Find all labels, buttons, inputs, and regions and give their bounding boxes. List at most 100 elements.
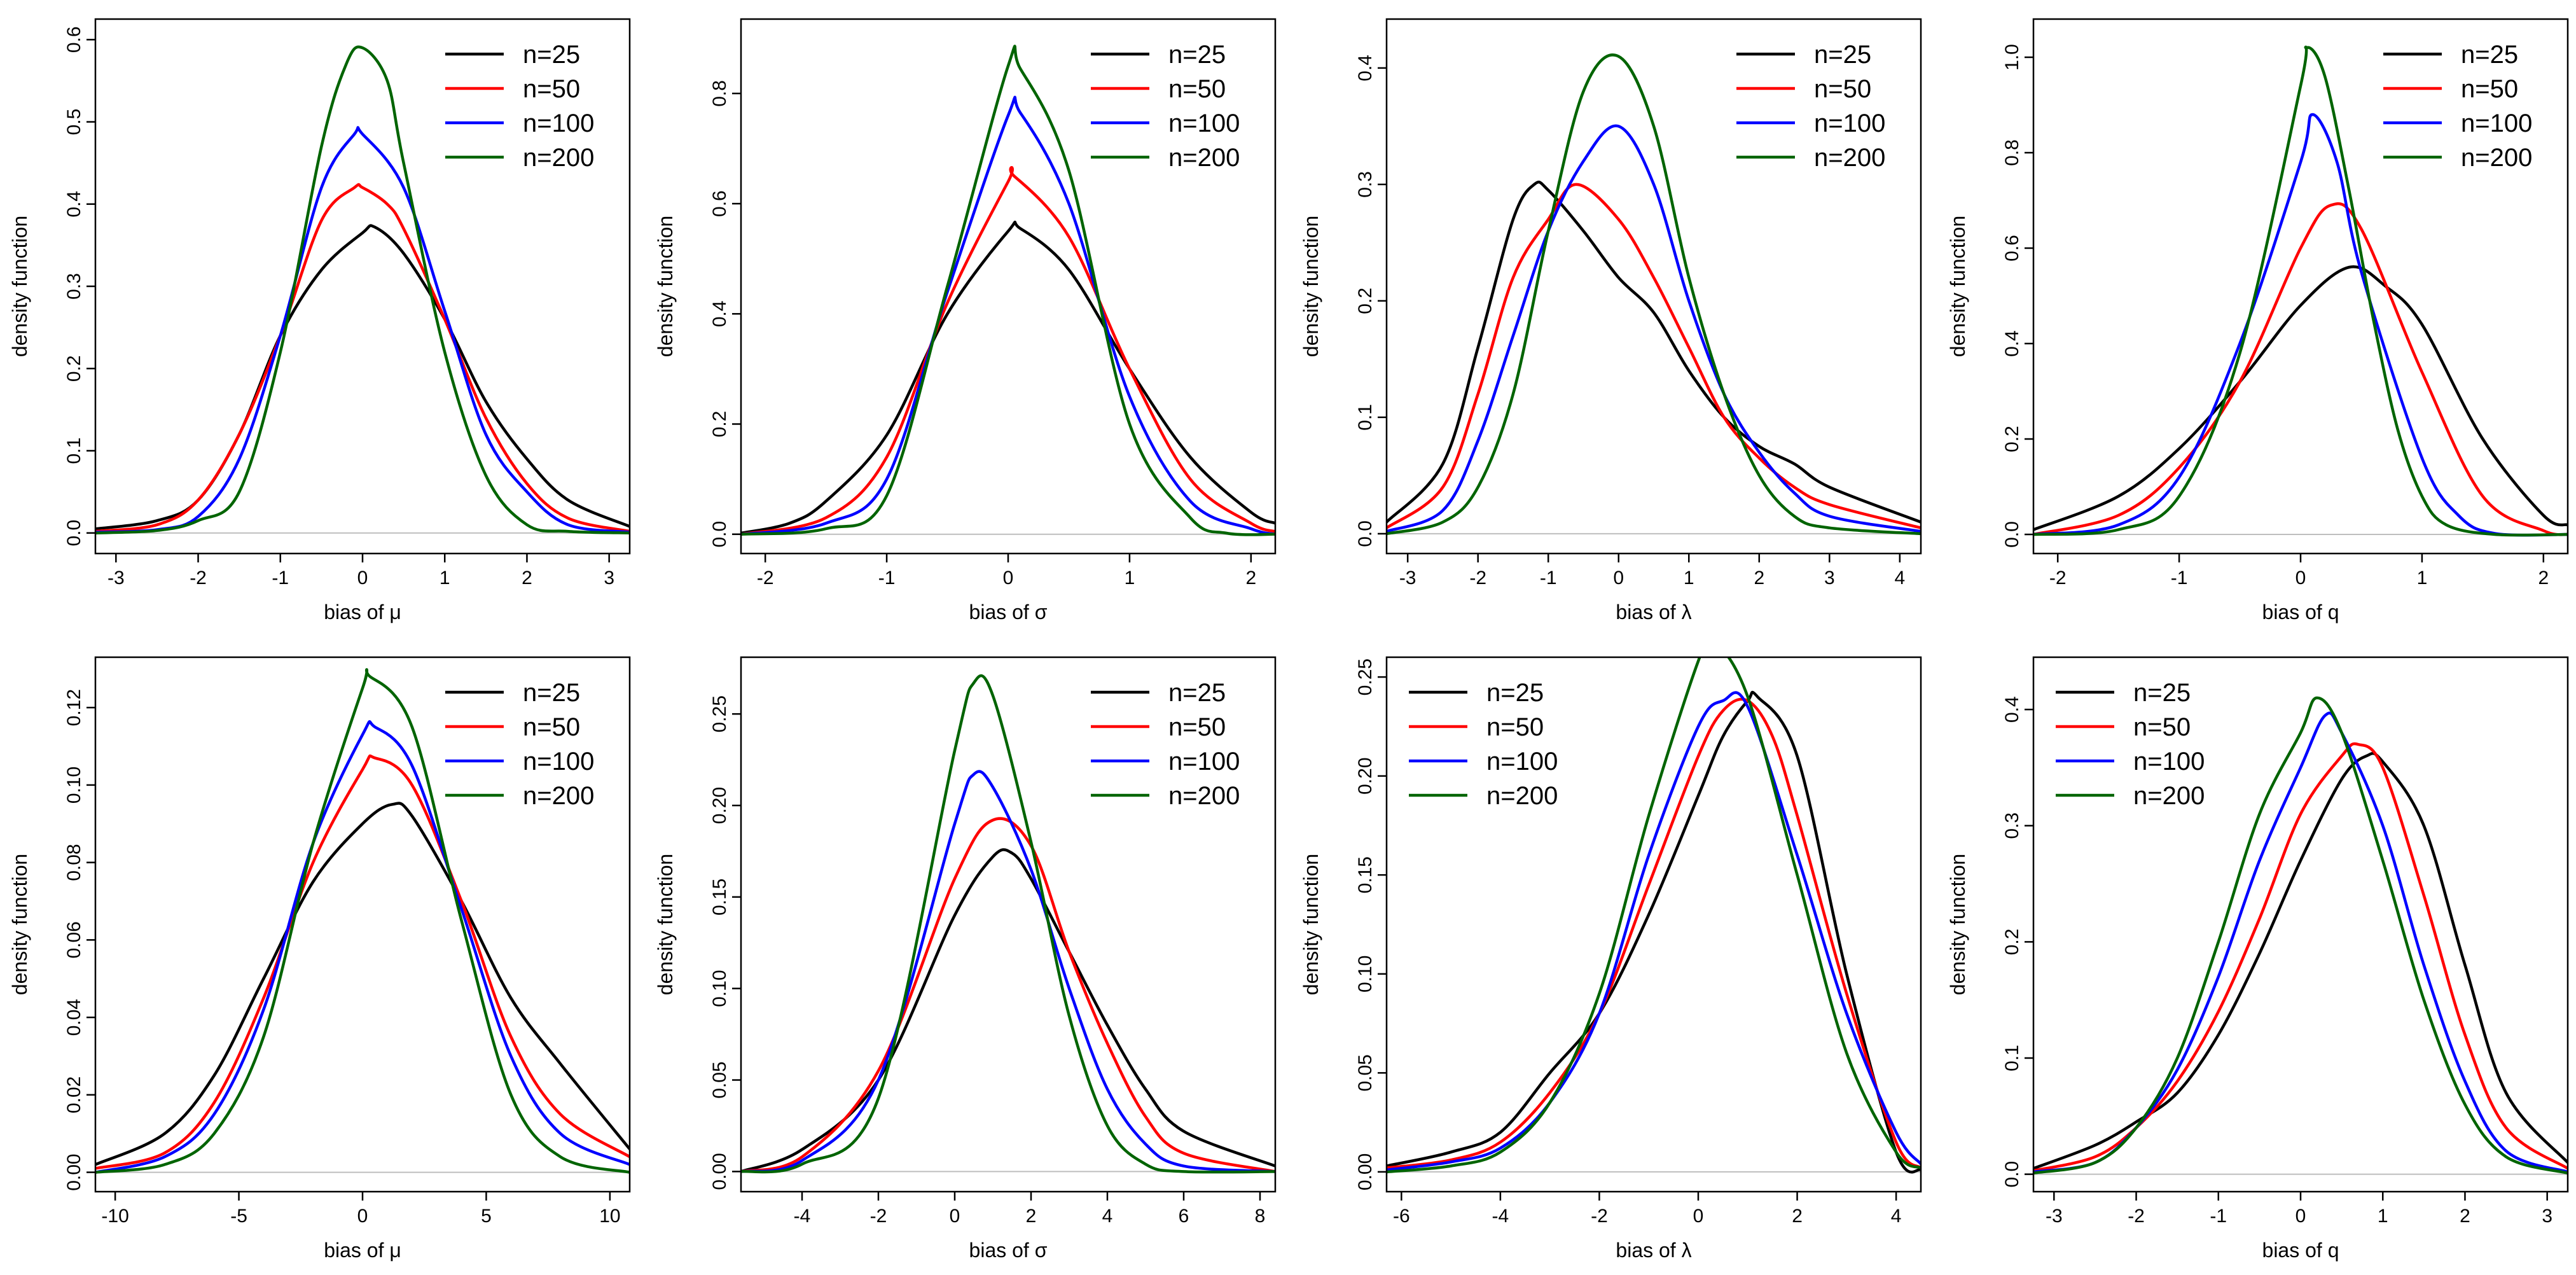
legend-label: n=50 (523, 713, 580, 741)
legend-label: n=200 (2133, 782, 2205, 810)
x-tick-label: -2 (757, 568, 774, 589)
density-curve-n50 (741, 166, 1275, 536)
density-curve-n100 (2033, 711, 2568, 1174)
x-tick-label: -1 (2171, 568, 2188, 589)
density-panel-5: -10 -5 0 5 10 0.00 0.02 0.04 0.06 0.08 0.10 0.12 bia… (8, 656, 631, 1262)
legend-label: n=200 (1814, 144, 1885, 172)
legend: n=25 n=50 n=100 n=200 (2383, 41, 2532, 172)
y-tick-label: 0.2 (64, 355, 85, 382)
legend: n=25 n=50 n=100 n=200 (1091, 41, 1240, 172)
y-tick-label: 0.2 (2002, 929, 2023, 956)
y-tick-label: 0.4 (1355, 55, 1376, 81)
y-axis-title: density function (1946, 216, 1969, 357)
x-tick-label: 1 (1125, 568, 1135, 589)
x-tick-label: 4 (1891, 1206, 1902, 1227)
x-tick-label: 10 (599, 1206, 620, 1227)
y-tick-label: 0.0 (709, 521, 730, 548)
y-tick-label: 0.10 (64, 767, 85, 804)
y-tick-label: 0.4 (709, 300, 730, 327)
y-tick-label: 1.0 (2002, 44, 2023, 71)
x-tick-label: 0 (1693, 1206, 1704, 1227)
density-curve-n25 (1387, 180, 1921, 524)
legend: n=25 n=50 n=100 n=200 (445, 41, 594, 172)
legend-label: n=100 (523, 109, 594, 137)
x-axis-title: bias of λ (1616, 601, 1691, 624)
plot-frame (1385, 656, 1922, 1193)
x-tick-label: -1 (878, 568, 896, 589)
density-panel-6: -4 -2 0 2 4 6 8 0.00 0.05 0.10 0.15 0.20 0.25 bias of… (654, 656, 1277, 1262)
y-tick-label: 0.1 (64, 438, 85, 464)
density-panel-4: -2 -1 0 1 2 0.0 0.2 0.4 0.6 0.8 1.0 bias of q densit… (1946, 18, 2569, 624)
x-tick-label: -2 (1469, 568, 1486, 589)
x-tick-label: -3 (107, 568, 125, 589)
y-tick-label: 0.2 (2002, 426, 2023, 452)
y-tick-label: 0.20 (1355, 757, 1376, 794)
x-tick-label: 3 (604, 568, 614, 589)
x-tick-label: -4 (1492, 1206, 1509, 1227)
x-tick-label: -2 (190, 568, 207, 589)
y-axis-title: density function (1299, 216, 1322, 357)
density-curve-n50 (2033, 202, 2568, 536)
legend-label: n=25 (1486, 679, 1544, 707)
y-tick-label: 0.00 (1355, 1153, 1376, 1190)
y-axis-title: density function (8, 216, 31, 357)
legend-label: n=100 (1168, 748, 1240, 776)
density-curve-n200 (2033, 696, 2568, 1175)
y-tick-label: 0.0 (2002, 1161, 2023, 1188)
x-tick-label: 1 (2417, 568, 2428, 589)
x-axis-title: bias of σ (969, 1239, 1048, 1262)
legend: n=25 n=50 n=100 n=200 (2056, 679, 2205, 810)
legend-label: n=100 (2133, 748, 2205, 776)
legend-label: n=25 (523, 679, 580, 707)
density-curve-n100 (741, 770, 1275, 1173)
legend-label: n=50 (1814, 75, 1871, 103)
density-curve-n50 (741, 817, 1275, 1173)
legend-label: n=200 (1168, 782, 1240, 810)
density-curve-n200 (95, 668, 630, 1174)
density-curve-n100 (2033, 113, 2568, 537)
x-axis-title: bias of q (2262, 601, 2339, 624)
plot-frame (740, 656, 1277, 1193)
y-tick-label: 0.4 (2002, 696, 2023, 723)
y-tick-label: 0.10 (709, 970, 730, 1007)
density-curve-n25 (741, 848, 1275, 1173)
density-panel-3: -3 -2 -1 0 1 2 3 4 0.0 0.1 0.2 0.3 0.4 bias of λ densi… (1299, 18, 1922, 624)
x-tick-label: 8 (1255, 1206, 1266, 1227)
density-panel-8: -3 -2 -1 0 1 2 3 0.0 0.1 0.2 0.3 0.4 bias of q densit… (1946, 656, 2569, 1262)
x-tick-label: 0 (2296, 568, 2306, 589)
x-tick-label: 1 (2378, 1206, 2388, 1227)
y-tick-label: 0.25 (709, 695, 730, 732)
legend-label: n=25 (2133, 679, 2191, 707)
x-tick-label: 3 (1824, 568, 1835, 589)
y-tick-label: 0.15 (1355, 856, 1376, 893)
x-tick-label: -3 (2046, 1206, 2063, 1227)
y-axis-title: density function (654, 854, 677, 995)
x-tick-label: 2 (1245, 568, 1256, 589)
legend-label: n=200 (1168, 144, 1240, 172)
x-tick-label: -1 (272, 568, 289, 589)
y-tick-label: 0.20 (709, 787, 730, 824)
y-axis-title: density function (8, 854, 31, 995)
legend: n=25 n=50 n=100 n=200 (1736, 41, 1885, 172)
legend-label: n=200 (1486, 782, 1558, 810)
legend-label: n=50 (2133, 713, 2191, 741)
x-tick-label: -10 (101, 1206, 128, 1227)
x-tick-label: 2 (522, 568, 532, 589)
x-axis-title: bias of σ (969, 601, 1048, 624)
density-curve-n200 (741, 674, 1275, 1174)
density-curve-n25 (95, 224, 630, 531)
x-tick-label: 0 (2296, 1206, 2306, 1227)
density-curve-n200 (2033, 45, 2568, 537)
y-tick-label: 0.12 (64, 689, 85, 726)
y-tick-label: 0.00 (709, 1153, 730, 1190)
y-tick-label: 0.3 (2002, 812, 2023, 839)
y-tick-label: 0.25 (1355, 658, 1376, 695)
plot-frame (2032, 656, 2569, 1193)
legend-label: n=200 (523, 144, 594, 172)
x-tick-label: 0 (950, 1206, 960, 1227)
x-tick-label: 4 (1102, 1206, 1113, 1227)
density-curve-n200 (1387, 53, 1921, 536)
x-tick-label: 2 (1026, 1206, 1037, 1227)
y-tick-label: 0.04 (64, 999, 85, 1036)
x-tick-label: 2 (1754, 568, 1764, 589)
